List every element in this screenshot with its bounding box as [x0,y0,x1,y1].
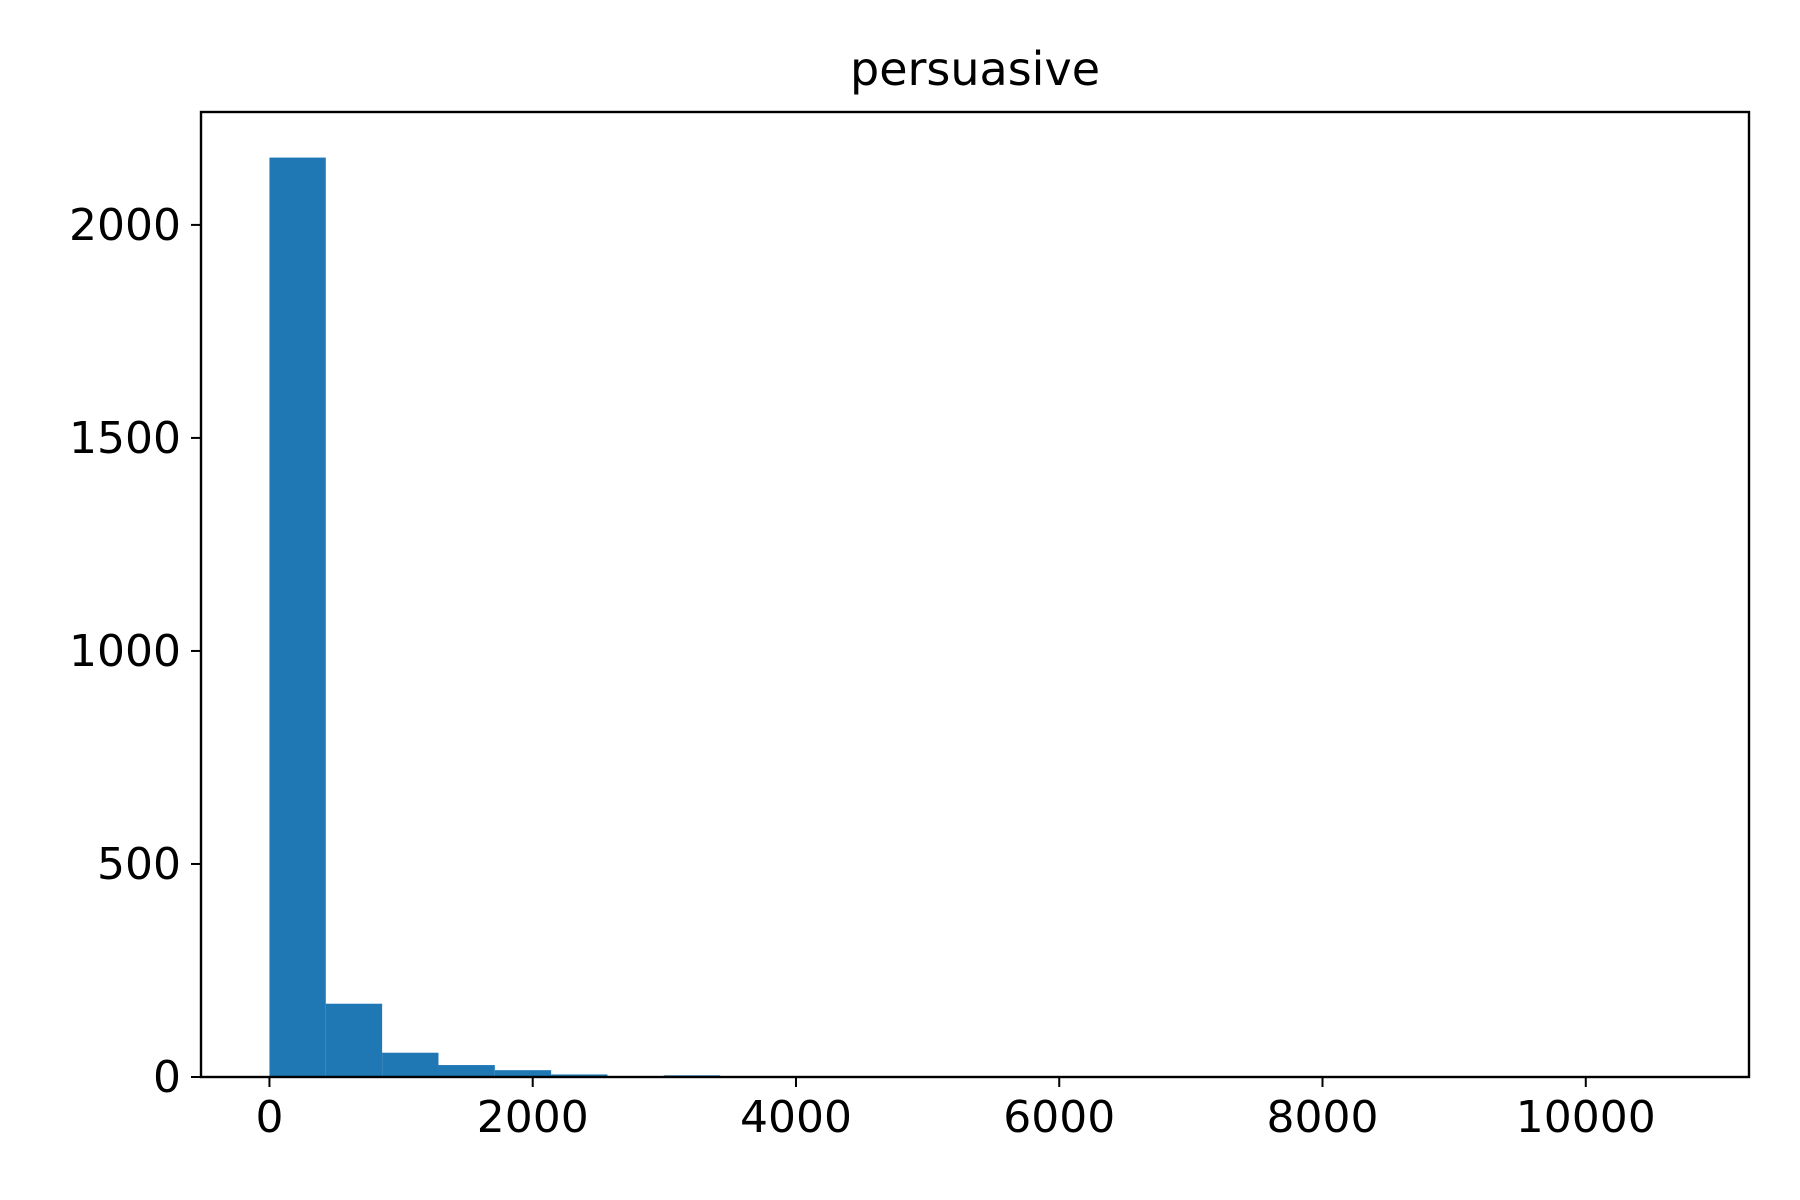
histogram-bar-3 [438,1065,495,1077]
histogram-bar-5 [551,1074,608,1077]
x-tick-label-0: 0 [255,1092,283,1143]
x-tick-label-5: 10000 [1516,1092,1656,1143]
histogram-bar-0 [269,157,326,1078]
plot-frame [199,110,1751,1079]
y-tick-label-0: 0 [153,1052,181,1103]
y-tick-label-4: 2000 [69,200,181,251]
x-tick-label-2: 4000 [740,1092,852,1143]
x-tick-label-1: 2000 [477,1092,589,1143]
y-axis: 0 500 1000 1500 2000 [69,200,201,1103]
y-tick-label-3: 1500 [69,413,181,464]
x-tick-label-4: 8000 [1267,1092,1379,1143]
y-tick-label-1: 500 [97,839,181,890]
x-axis: 0 2000 4000 6000 8000 10000 [255,1077,1656,1143]
histogram-bar-2 [382,1052,439,1077]
chart-title: persuasive [850,42,1100,96]
histogram-bar-1 [325,1003,383,1077]
y-tick-label-2: 1000 [69,626,181,677]
x-tick-label-3: 6000 [1003,1092,1115,1143]
bars-group [269,157,1678,1078]
histogram-bar-4 [494,1070,552,1077]
